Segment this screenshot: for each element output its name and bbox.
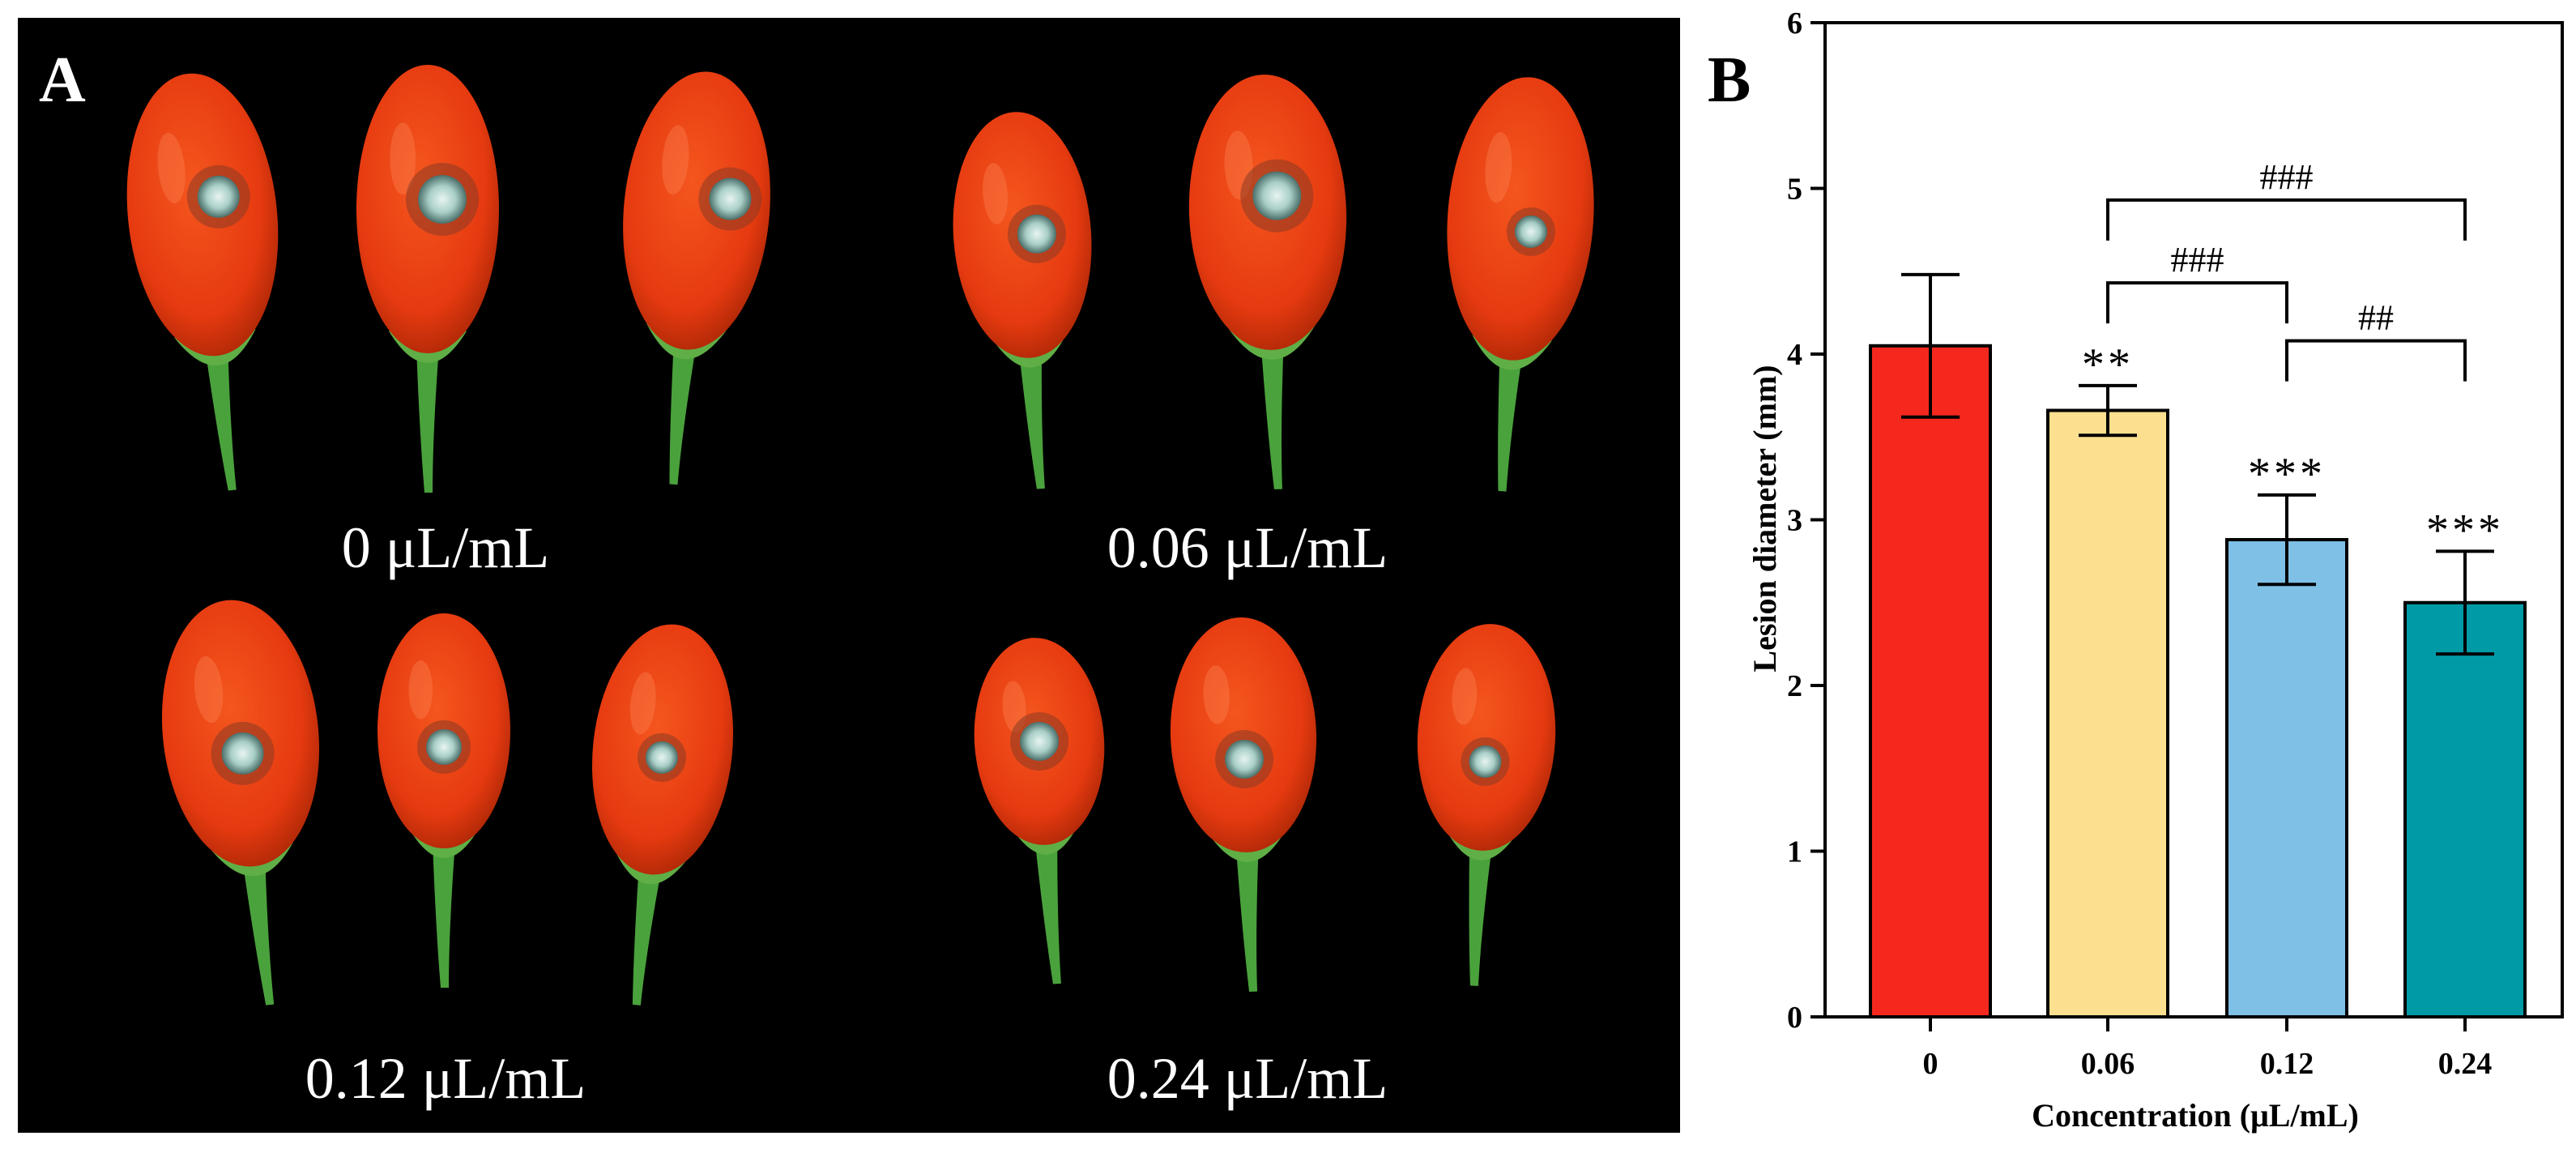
pepper-stem <box>1260 343 1284 489</box>
pepper-highlight <box>194 656 224 724</box>
y-axis-title: Lesion diameter (mm) <box>1746 365 1783 672</box>
lesion-spot <box>1017 214 1056 254</box>
fruit-group <box>126 65 1594 1006</box>
pepper-fruit <box>377 613 510 988</box>
pepper-highlight <box>157 132 186 203</box>
group-label-024: 0.24 μL/mL <box>1107 1046 1388 1111</box>
bar-0.12 <box>2225 538 2348 1018</box>
panel-b-letter: B <box>1708 45 1751 116</box>
pepper-fruit <box>126 73 279 491</box>
lesion-spot <box>645 741 678 774</box>
group-label-006: 0.06 μL/mL <box>1107 515 1388 580</box>
x-tick-label: 0.24 <box>2438 1047 2493 1081</box>
group-label-0: 0 μL/mL <box>342 515 550 580</box>
pepper-fruit <box>1447 77 1594 492</box>
pepper-stem <box>1235 845 1259 992</box>
pepper-stem <box>1498 352 1523 492</box>
lesion-spot <box>709 177 752 220</box>
pepper-fruit <box>161 600 320 1006</box>
pepper-stem <box>669 342 697 485</box>
pepper-stem <box>205 348 237 491</box>
photo-background <box>18 18 1680 1133</box>
pepper-fruit <box>1188 75 1347 489</box>
pepper-highlight <box>408 660 433 720</box>
lesion-spot <box>1252 171 1302 220</box>
x-tick-label: 0.12 <box>2260 1047 2314 1081</box>
pepper-fruit <box>974 638 1105 984</box>
y-tick-label: 2 <box>1787 669 1802 703</box>
x-tick-label: 0.06 <box>2081 1047 2135 1081</box>
pepper-highlight <box>983 163 1009 224</box>
y-tick-label: 3 <box>1787 504 1802 538</box>
y-tick-label: 1 <box>1787 835 1802 869</box>
pepper-stem <box>1469 843 1493 986</box>
lesion-spot <box>426 729 462 765</box>
comparison-label: ### <box>2171 240 2224 280</box>
pepper-highlight <box>629 672 656 735</box>
bar-0.06 <box>2046 408 2169 1018</box>
significance-label: ** <box>2082 339 2134 390</box>
x-axis-title: Concentration (μL/mL) <box>2032 1097 2359 1134</box>
lesion-spot <box>1225 739 1265 779</box>
pepper-highlight <box>1485 132 1512 203</box>
significance-label: *** <box>2426 505 2504 555</box>
pepper-highlight <box>662 125 689 195</box>
pepper-stem <box>242 858 275 1006</box>
pepper-highlight <box>390 122 416 195</box>
y-tick-label: 4 <box>1787 338 1802 372</box>
pepper-fruit <box>953 112 1092 489</box>
lesion-spot <box>1469 745 1502 778</box>
lesion-spot <box>418 175 467 224</box>
significance-label: *** <box>2248 449 2326 499</box>
lesion-spot <box>1514 215 1547 248</box>
pepper-fruit <box>591 624 734 1006</box>
pepper-fruit <box>356 65 499 493</box>
bar-0.24 <box>2403 600 2527 1018</box>
pepper-stem <box>433 842 455 988</box>
x-tick-label: 0 <box>1923 1047 1938 1081</box>
comparison-label: ## <box>2358 298 2394 338</box>
y-tick-label: 6 <box>1787 6 1802 41</box>
pepper-highlight <box>1203 665 1230 724</box>
photo-panel: A 0 μL/mL 0.06 μL/mL 0.12 μL/mL 0.24 μL/… <box>18 18 1680 1133</box>
lesion-spot <box>221 732 264 775</box>
y-tick-label: 5 <box>1787 173 1802 207</box>
panel-a-letter: A <box>39 45 86 116</box>
pepper-highlight <box>1452 668 1478 725</box>
pepper-stem <box>632 866 662 1006</box>
pepper-body <box>623 71 770 350</box>
pepper-stem <box>1034 837 1061 984</box>
group-label-012: 0.12 μL/mL <box>305 1046 586 1111</box>
pepper-fruit <box>623 71 770 485</box>
comparison-bracket <box>2106 198 2467 241</box>
y-tick-label: 0 <box>1787 1001 1802 1035</box>
pepper-stem <box>416 347 439 493</box>
pepper-fruit <box>1170 617 1317 992</box>
lesion-spot <box>1020 722 1059 761</box>
lesion-spot <box>197 175 240 218</box>
pepper-stem <box>1019 350 1045 489</box>
comparison-bracket <box>2106 281 2288 324</box>
pepper-fruit <box>1417 624 1556 986</box>
comparison-bracket <box>2285 339 2467 382</box>
comparison-label: ### <box>2260 157 2314 197</box>
bar-0 <box>1869 344 1992 1018</box>
